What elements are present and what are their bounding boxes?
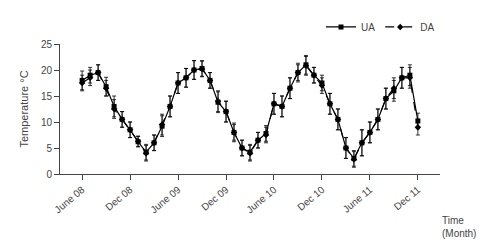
svg-text:Dec 10: Dec 10 — [295, 184, 327, 213]
svg-text:0: 0 — [46, 169, 52, 180]
svg-text:5: 5 — [46, 143, 52, 154]
svg-text:UA: UA — [361, 22, 375, 33]
svg-text:June 09: June 09 — [148, 184, 183, 216]
svg-text:Dec 11: Dec 11 — [392, 184, 423, 213]
svg-text:June 10: June 10 — [244, 184, 279, 216]
svg-text:25: 25 — [41, 39, 53, 50]
svg-text:Dec 09: Dec 09 — [199, 184, 231, 213]
svg-text:DA: DA — [420, 22, 434, 33]
svg-text:Time(Month): Time(Month) — [442, 215, 476, 239]
svg-text:10: 10 — [41, 117, 53, 128]
svg-text:June 11: June 11 — [341, 184, 375, 215]
svg-text:15: 15 — [41, 91, 53, 102]
svg-text:Temperature °C: Temperature °C — [18, 70, 30, 147]
svg-text:June 08: June 08 — [52, 184, 87, 216]
svg-text:Dec 08: Dec 08 — [103, 184, 135, 213]
svg-text:20: 20 — [41, 65, 53, 76]
